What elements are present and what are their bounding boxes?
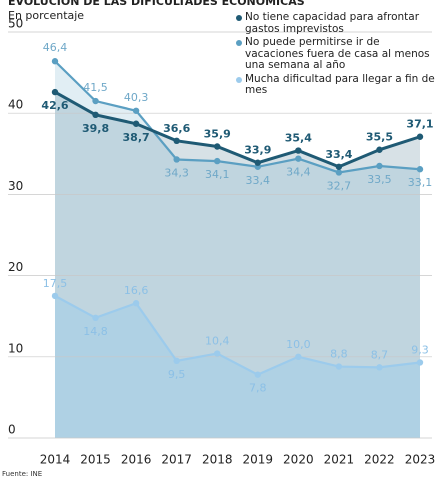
point <box>214 350 221 357</box>
area <box>55 61 420 439</box>
point <box>376 364 383 371</box>
area <box>55 295 420 438</box>
point <box>295 353 302 360</box>
value-label: 33,4 <box>325 148 352 161</box>
x-tick-label: 2016 <box>121 453 152 467</box>
x-tick-label: 2019 <box>243 453 274 467</box>
x-tick-label: 2017 <box>161 453 192 467</box>
point <box>295 147 302 154</box>
point <box>416 359 424 366</box>
value-label: 34,3 <box>164 166 189 179</box>
point <box>254 159 261 166</box>
point <box>335 169 343 176</box>
legend-marker <box>236 76 242 83</box>
point <box>295 155 302 162</box>
value-label: 8,7 <box>371 348 389 361</box>
value-label: 36,6 <box>163 122 190 135</box>
value-label: 35,5 <box>366 131 393 144</box>
source: Fuente: INE <box>2 470 42 478</box>
point <box>51 58 59 65</box>
legend-marker <box>236 15 242 21</box>
legend: No tiene capacidad para afrontar gastos … <box>236 11 436 99</box>
legend-label: Mucha dificultad para llegar a fin de me… <box>245 72 435 96</box>
value-label: 37,1 <box>406 118 433 131</box>
y-tick-label: 20 <box>8 260 23 274</box>
legend-item: Mucha dificultad para llegar a fin de me… <box>236 72 436 97</box>
value-label: 14,8 <box>83 325 108 338</box>
x-tick-label: 2020 <box>283 453 314 467</box>
point <box>214 157 221 165</box>
series-line <box>54 294 421 376</box>
y-tick-label: 0 <box>8 423 16 437</box>
legend-label: No puede permitirse ir de vacaciones fue… <box>245 36 430 71</box>
point <box>335 163 343 170</box>
value-label: 33,1 <box>408 176 433 189</box>
value-label: 8,8 <box>330 348 348 361</box>
point <box>416 166 424 173</box>
y-tick-label: 10 <box>8 341 23 355</box>
area <box>55 92 420 438</box>
chart-title: EVOLUCIÓN DE LAS DIFICULTADES ECONÓMICAS <box>8 0 305 8</box>
point <box>51 88 59 96</box>
point <box>132 300 140 307</box>
value-label: 34,4 <box>286 166 311 179</box>
value-label: 9,5 <box>168 368 186 381</box>
value-label: 16,6 <box>124 284 149 297</box>
x-tick-label: 2021 <box>324 453 355 467</box>
series-line <box>54 60 421 174</box>
x-tick-label: 2018 <box>202 453 233 467</box>
point <box>132 120 140 127</box>
point <box>92 111 99 119</box>
value-label: 41,5 <box>83 81 108 94</box>
value-label: 32,7 <box>327 179 352 192</box>
y-tick-label: 50 <box>8 17 23 31</box>
point <box>92 97 99 105</box>
value-label: 33,9 <box>244 144 271 157</box>
series-line <box>54 90 421 169</box>
legend-item: No puede permitirse ir de vacaciones fue… <box>236 36 436 72</box>
value-label: 35,9 <box>204 127 231 140</box>
value-label: 33,4 <box>246 174 271 187</box>
point <box>173 357 180 365</box>
point <box>173 137 180 145</box>
value-label: 7,8 <box>249 382 267 395</box>
point <box>51 292 59 300</box>
x-tick-label: 2014 <box>40 453 71 467</box>
value-label: 10,0 <box>286 338 311 351</box>
value-label: 38,7 <box>123 131 150 144</box>
value-label: 10,4 <box>205 335 230 348</box>
point <box>214 143 221 150</box>
value-label: 17,5 <box>43 277 68 290</box>
value-label: 42,6 <box>41 99 68 112</box>
value-label: 9,3 <box>411 343 429 356</box>
value-label: 34,1 <box>205 168 230 181</box>
value-label: 46,4 <box>43 41 68 54</box>
point <box>376 162 383 170</box>
legend-label: No tiene capacidad para afrontar gastos … <box>245 11 420 35</box>
point <box>416 133 424 140</box>
value-label: 35,4 <box>285 132 312 145</box>
point <box>335 363 343 370</box>
point <box>254 371 261 378</box>
point <box>376 146 383 153</box>
value-label: 40,3 <box>124 91 149 104</box>
x-tick-label: 2015 <box>80 453 111 467</box>
y-tick-label: 30 <box>8 179 23 193</box>
x-tick-label: 2023 <box>405 453 436 467</box>
point <box>132 107 140 114</box>
point <box>173 156 180 163</box>
y-tick-label: 40 <box>8 98 23 112</box>
value-label: 39,8 <box>82 122 109 135</box>
x-tick-label: 2022 <box>364 453 395 467</box>
point <box>92 314 99 322</box>
legend-item: No tiene capacidad para afrontar gastos … <box>236 11 436 35</box>
value-label: 33,5 <box>367 173 392 186</box>
chart-subtitle: En porcentaje <box>8 9 84 22</box>
legend-marker <box>236 40 242 46</box>
